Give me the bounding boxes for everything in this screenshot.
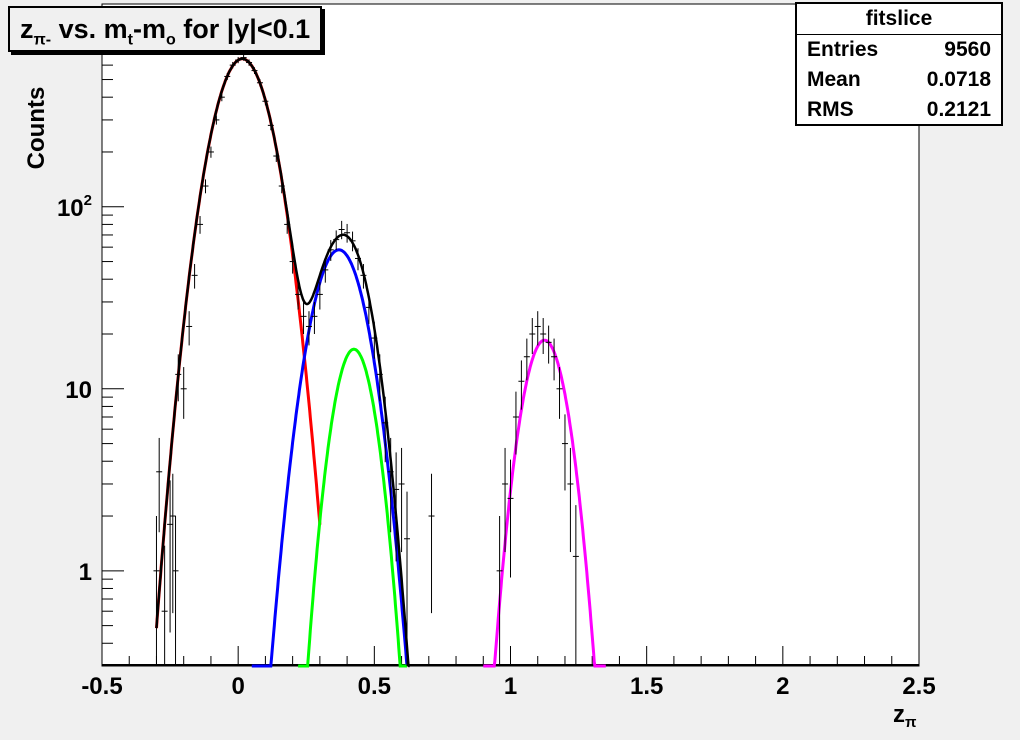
data-point bbox=[169, 473, 176, 614]
data-point bbox=[398, 447, 405, 553]
data-point bbox=[256, 79, 263, 87]
data-point bbox=[191, 264, 198, 289]
x-axis-label: zπ bbox=[893, 701, 917, 731]
data-point bbox=[523, 338, 530, 381]
data-point bbox=[567, 447, 574, 553]
x-tick-label: 2 bbox=[776, 673, 789, 700]
data-point bbox=[572, 505, 579, 666]
stats-label: Mean bbox=[807, 68, 861, 91]
data-point bbox=[156, 437, 163, 533]
data-point bbox=[404, 491, 411, 666]
data-point bbox=[153, 516, 160, 666]
data-point bbox=[229, 61, 236, 69]
data-point bbox=[202, 179, 209, 194]
data-point bbox=[540, 318, 547, 355]
data-point bbox=[428, 473, 435, 614]
stats-row-mean: Mean 0.0718 bbox=[797, 65, 1001, 95]
data-point bbox=[224, 73, 231, 80]
data-point bbox=[545, 325, 552, 364]
data-point bbox=[213, 115, 220, 125]
data-point bbox=[311, 301, 318, 334]
data-point bbox=[316, 281, 323, 310]
x-tick-label: 0.5 bbox=[358, 673, 391, 700]
data-point bbox=[197, 216, 204, 234]
data-point bbox=[502, 447, 509, 553]
data-point bbox=[387, 437, 394, 533]
x-tick-label: -0.5 bbox=[81, 673, 122, 700]
data-point bbox=[551, 338, 558, 381]
data-point bbox=[322, 258, 329, 283]
data-point bbox=[512, 391, 519, 455]
x-tick-label: 1.5 bbox=[630, 673, 663, 700]
stats-value: 0.0718 bbox=[926, 68, 991, 91]
data-point bbox=[529, 318, 536, 355]
chart-title: zπ- vs. mt-mo for |y|<0.1 bbox=[8, 6, 323, 52]
data-point bbox=[186, 311, 193, 346]
data-point bbox=[235, 56, 242, 64]
data-point bbox=[295, 281, 302, 310]
y-tick-label: 10 bbox=[65, 377, 92, 404]
x-tick-label: 1 bbox=[504, 673, 517, 700]
stats-row-entries: Entries 9560 bbox=[797, 35, 1001, 65]
stats-box: fitslice Entries 9560 Mean 0.0718 RMS 0.… bbox=[795, 2, 1003, 126]
data-point bbox=[393, 452, 400, 562]
data-point bbox=[278, 179, 285, 194]
data-point bbox=[305, 311, 312, 346]
fit-curve bbox=[251, 248, 409, 668]
data-point bbox=[561, 414, 568, 491]
stats-row-rms: RMS 0.2121 bbox=[797, 95, 1001, 125]
y-tick-label: 1 bbox=[79, 559, 92, 586]
data-point bbox=[556, 367, 563, 419]
data-point bbox=[172, 516, 179, 666]
data-point bbox=[333, 230, 340, 250]
data-point bbox=[267, 120, 274, 131]
data-point bbox=[284, 216, 291, 234]
data-point bbox=[365, 293, 372, 324]
data-point bbox=[207, 146, 214, 158]
data-point bbox=[496, 516, 503, 666]
data-point bbox=[327, 240, 334, 261]
x-tick-label: 2.5 bbox=[902, 673, 935, 700]
data-point bbox=[180, 367, 187, 419]
stats-value: 0.2121 bbox=[926, 98, 991, 121]
data-point bbox=[262, 97, 269, 106]
data-point bbox=[167, 480, 174, 633]
data-point bbox=[371, 321, 378, 359]
stats-value: 9560 bbox=[944, 38, 991, 61]
data-point bbox=[376, 354, 383, 402]
data-point bbox=[534, 311, 541, 346]
data-point bbox=[175, 354, 182, 402]
fit-curve bbox=[155, 57, 411, 668]
data-point bbox=[273, 150, 280, 162]
data-point bbox=[161, 545, 168, 666]
data-point bbox=[507, 459, 514, 578]
y-axis-label: Counts bbox=[23, 87, 50, 170]
data-point bbox=[246, 59, 253, 66]
data-point bbox=[518, 360, 525, 410]
data-point bbox=[240, 54, 247, 61]
data-point bbox=[218, 93, 225, 102]
stats-label: RMS bbox=[807, 98, 854, 121]
stats-title: fitslice bbox=[797, 4, 1001, 35]
data-point bbox=[382, 396, 389, 463]
data-point bbox=[344, 223, 351, 243]
data-point bbox=[338, 220, 345, 240]
x-tick-label: 0 bbox=[231, 673, 244, 700]
data-point bbox=[354, 248, 361, 271]
data-point bbox=[289, 251, 296, 274]
data-point bbox=[251, 67, 258, 74]
stats-label: Entries bbox=[807, 38, 879, 61]
fit-curve bbox=[298, 347, 407, 668]
data-point bbox=[360, 264, 367, 289]
fit-curve bbox=[483, 338, 606, 668]
data-point bbox=[300, 301, 307, 334]
y-tick-label: 102 bbox=[57, 192, 92, 222]
data-point bbox=[349, 231, 356, 252]
